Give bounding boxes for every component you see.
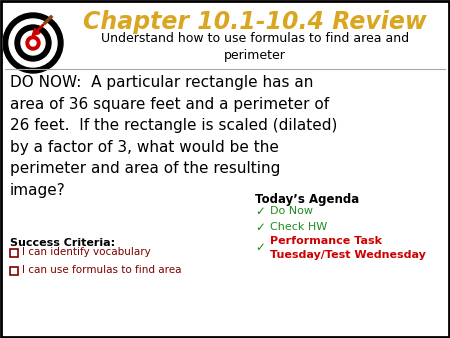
Text: Check HW: Check HW xyxy=(270,222,327,232)
Circle shape xyxy=(26,36,40,50)
Text: Today’s Agenda: Today’s Agenda xyxy=(255,193,359,206)
Text: Chapter 10.1-10.4 Review: Chapter 10.1-10.4 Review xyxy=(83,10,427,34)
Text: ✓: ✓ xyxy=(255,241,265,255)
Text: I can use formulas to find area: I can use formulas to find area xyxy=(22,265,181,275)
Circle shape xyxy=(3,13,63,73)
Text: Performance Task
Tuesday/Test Wednesday: Performance Task Tuesday/Test Wednesday xyxy=(270,236,426,260)
Text: Do Now: Do Now xyxy=(270,206,313,216)
Text: ✓: ✓ xyxy=(255,204,265,217)
Text: I can identify vocabulary: I can identify vocabulary xyxy=(22,247,151,257)
FancyBboxPatch shape xyxy=(10,267,18,275)
Circle shape xyxy=(3,13,63,73)
Circle shape xyxy=(15,25,51,61)
Circle shape xyxy=(30,40,36,46)
Circle shape xyxy=(9,19,57,67)
Text: Understand how to use formulas to find area and
perimeter: Understand how to use formulas to find a… xyxy=(101,31,409,63)
Text: ✓: ✓ xyxy=(255,220,265,234)
FancyBboxPatch shape xyxy=(10,249,18,257)
Circle shape xyxy=(21,31,45,55)
Text: DO NOW:  A particular rectangle has an
area of 36 square feet and a perimeter of: DO NOW: A particular rectangle has an ar… xyxy=(10,75,337,198)
Text: Success Criteria:: Success Criteria: xyxy=(10,238,115,248)
